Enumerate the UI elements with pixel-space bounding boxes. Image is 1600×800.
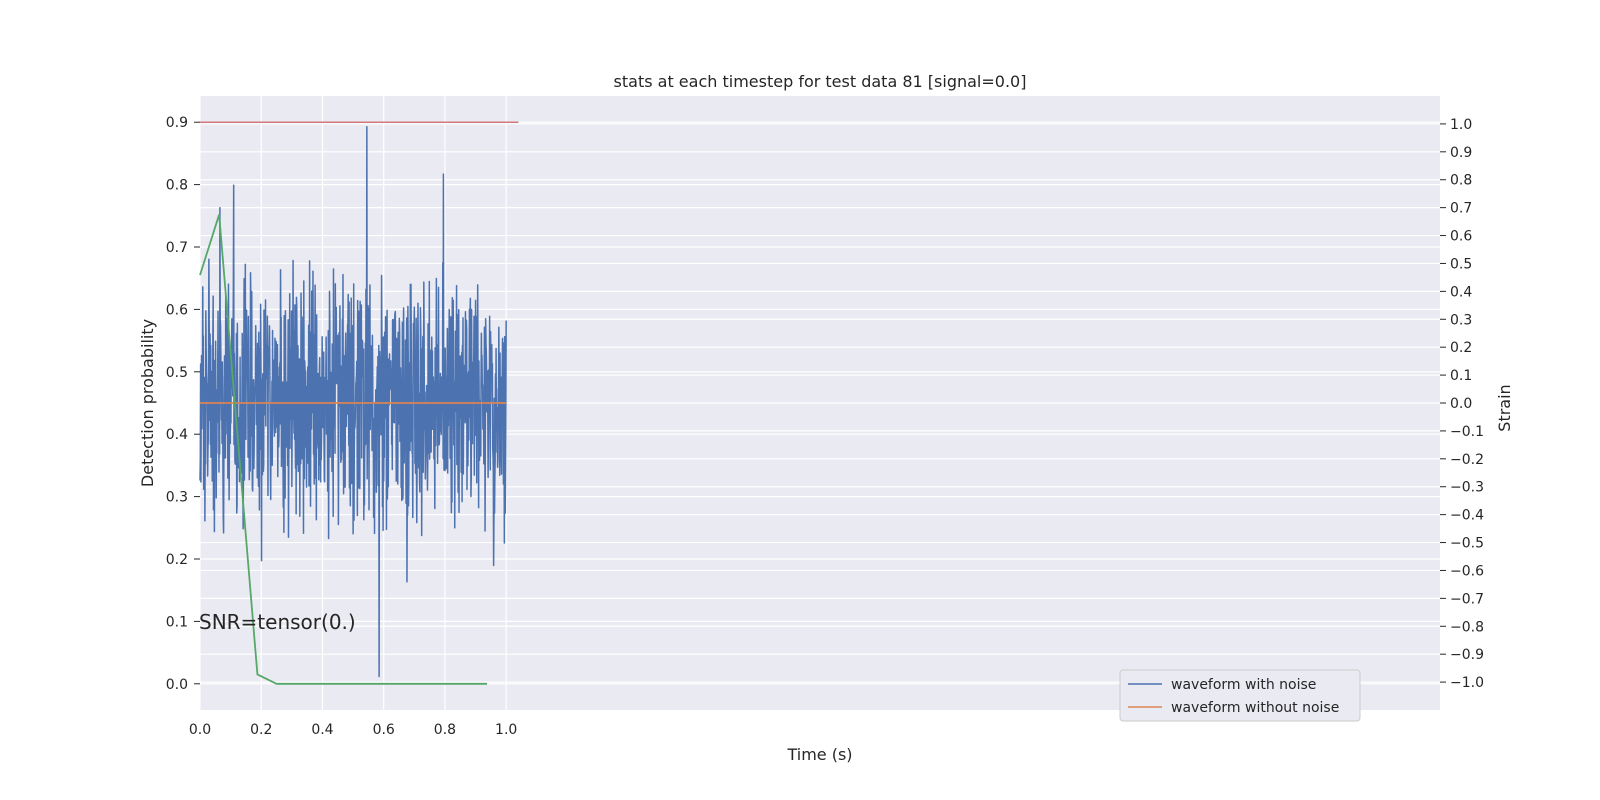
y-tick-label-right: −0.5: [1450, 536, 1484, 552]
y-tick-label-right: −0.2: [1450, 452, 1484, 468]
x-tick-label: 0.8: [434, 722, 456, 738]
y-tick-label-left: 0.7: [166, 240, 188, 256]
x-tick-label: 0.6: [373, 722, 395, 738]
y-tick-label-left: 0.4: [166, 427, 188, 443]
y-axis-right-ticks: 1.0 0.9 0.8 0.7 0.6 0.5 0.4 0.3 0.2 0.1 0.0 −0.1 −0.…: [1440, 117, 1484, 691]
y-tick-label-left: 0.6: [166, 302, 188, 318]
x-tick-label: 0.4: [311, 722, 333, 738]
y-tick-label-right: −0.8: [1450, 619, 1484, 635]
snr-annotation: SNR=tensor(0.): [199, 610, 356, 634]
y-tick-label-left: 0.2: [166, 552, 188, 568]
y-tick-label-right: −1.0: [1450, 675, 1484, 691]
x-axis-ticks: 0.0 0.2 0.4 0.6 0.8 1.0: [189, 722, 517, 738]
legend-label-noise: waveform with noise: [1171, 677, 1316, 693]
y-tick-label-right: 1.0: [1450, 117, 1472, 133]
y-tick-label-right: −0.9: [1450, 647, 1484, 663]
y-tick-label-right: 0.5: [1450, 256, 1472, 272]
y-axis-left-ticks: 0.0 0.1 0.2 0.3 0.4 0.5 0.6 0.7 0.8 0.9: [166, 115, 200, 693]
chart-title: stats at each timestep for test data 81 …: [614, 72, 1027, 91]
y-tick-label-right: 0.1: [1450, 368, 1472, 384]
y-tick-label-right: 0.9: [1450, 145, 1472, 161]
grid-horizontal-right: [200, 123, 1440, 683]
y-tick-label-right: −0.7: [1450, 591, 1484, 607]
x-axis-title: Time (s): [786, 745, 852, 764]
x-tick-label: 0.0: [189, 722, 211, 738]
legend: waveform with noise waveform without noi…: [1119, 669, 1361, 722]
y-tick-label-left: 0.1: [166, 614, 188, 630]
y-tick-label-right: −0.4: [1450, 508, 1484, 524]
legend-box: [1119, 669, 1361, 722]
series-waveform-with-noise: [199, 125, 507, 678]
legend-label-clean: waveform without noise: [1171, 700, 1339, 716]
y-tick-label-right: −0.3: [1450, 480, 1484, 496]
x-tick-label: 1.0: [495, 722, 517, 738]
y-tick-label-right: 0.2: [1450, 340, 1472, 356]
y-tick-label-left: 0.9: [166, 115, 188, 131]
series-layer: [199, 121, 519, 685]
y-tick-label-left: 0.5: [166, 365, 188, 381]
y-tick-label-right: 0.4: [1450, 284, 1472, 300]
y-tick-label-right: 0.6: [1450, 229, 1472, 245]
y-tick-label-left: 0.8: [166, 178, 188, 194]
x-tick-label: 0.2: [250, 722, 272, 738]
y-tick-label-right: 0.3: [1450, 312, 1472, 328]
y-tick-label-left: 0.3: [166, 490, 188, 506]
y-tick-label-right: 0.8: [1450, 173, 1472, 189]
y-tick-label-left: 0.0: [166, 677, 188, 693]
y-tick-label-right: −0.1: [1450, 424, 1484, 440]
y-axis-left-title: Detection probability: [138, 319, 157, 487]
y-axis-right-title: Strain: [1495, 384, 1514, 431]
series-detection-probability: [199, 214, 488, 685]
y-tick-label-right: 0.0: [1450, 396, 1472, 412]
y-tick-label-right: −0.6: [1450, 563, 1484, 579]
y-tick-label-right: 0.7: [1450, 201, 1472, 217]
